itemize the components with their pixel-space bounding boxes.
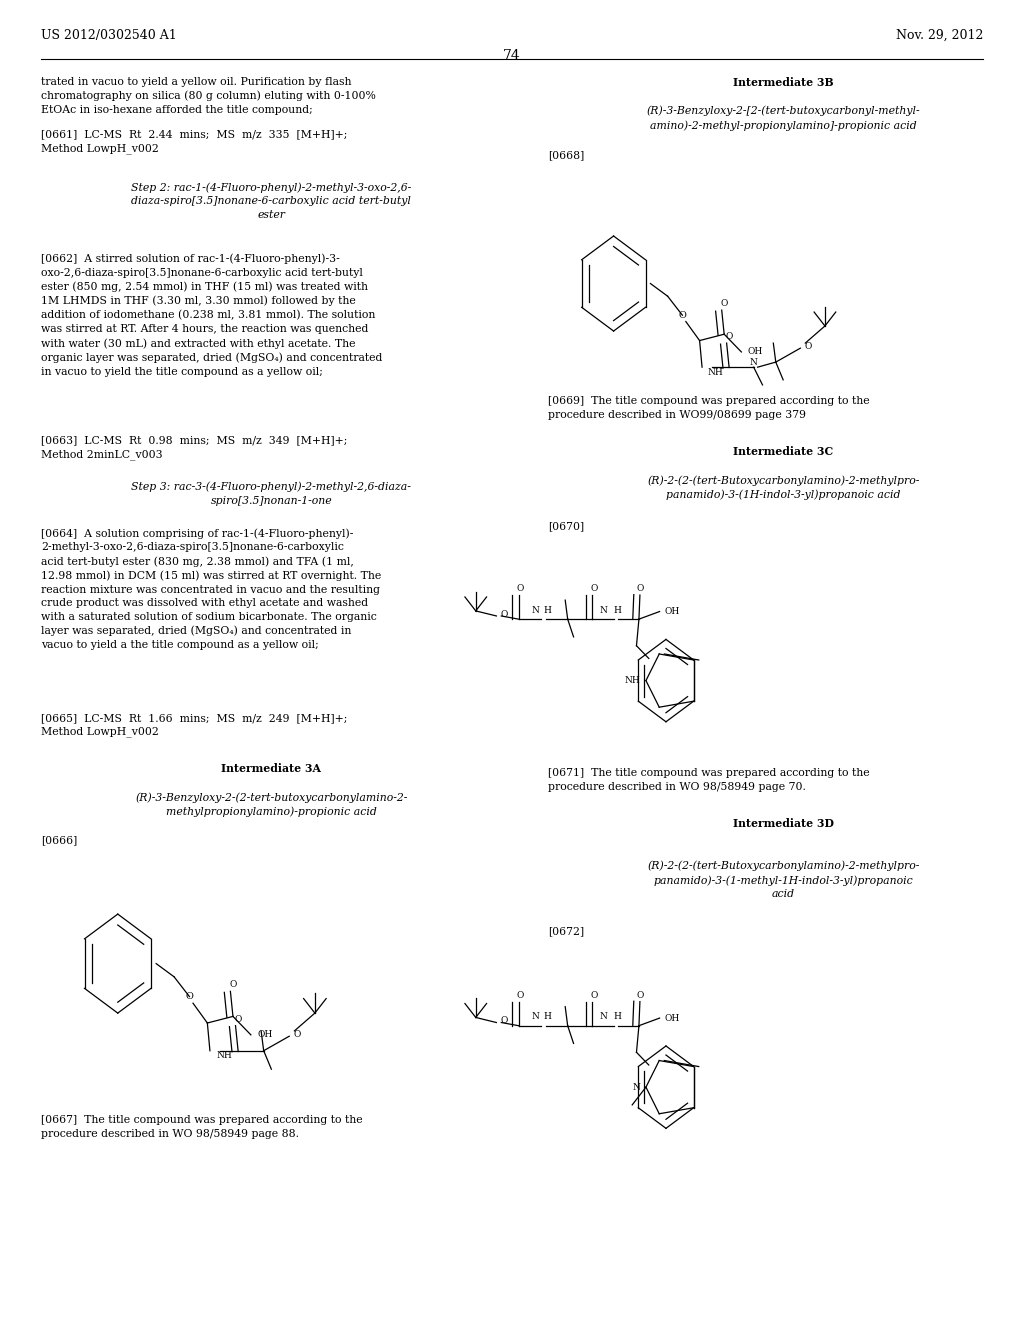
Text: [0661]  LC-MS  Rt  2.44  mins;  MS  m/z  335  [M+H]+;
Method LowpH_v002: [0661] LC-MS Rt 2.44 mins; MS m/z 335 [M… — [41, 129, 347, 153]
Text: [0667]  The title compound was prepared according to the
procedure described in : [0667] The title compound was prepared a… — [41, 1115, 362, 1139]
Text: OH: OH — [257, 1031, 272, 1039]
Text: H: H — [543, 606, 551, 615]
Text: Step 2: rac-1-(4-Fluoro-phenyl)-2-methyl-3-oxo-2,6-
diaza-spiro[3.5]nonane-6-car: Step 2: rac-1-(4-Fluoro-phenyl)-2-methyl… — [131, 182, 412, 220]
Text: (R)-3-Benzyloxy-2-[2-(tert-butoxycarbonyl-methyl-
amino)-2-methyl-propionylamino: (R)-3-Benzyloxy-2-[2-(tert-butoxycarbony… — [646, 106, 921, 131]
Text: [0663]  LC-MS  Rt  0.98  mins;  MS  m/z  349  [M+H]+;
Method 2minLC_v003: [0663] LC-MS Rt 0.98 mins; MS m/z 349 [M… — [41, 436, 347, 459]
Text: [0670]: [0670] — [548, 521, 584, 532]
Text: O: O — [517, 585, 524, 593]
Text: [0662]  A stirred solution of rac-1-(4-Fluoro-phenyl)-3-
oxo-2,6-diaza-spiro[3.5: [0662] A stirred solution of rac-1-(4-Fl… — [41, 253, 382, 376]
Text: [0666]: [0666] — [41, 836, 77, 846]
Text: Nov. 29, 2012: Nov. 29, 2012 — [896, 29, 983, 42]
Text: (R)-2-(2-(tert-Butoxycarbonylamino)-2-methylpro-
panamido)-3-(1H-indol-3-yl)prop: (R)-2-(2-(tert-Butoxycarbonylamino)-2-me… — [647, 475, 920, 500]
Text: OH: OH — [665, 607, 680, 616]
Text: (R)-2-(2-(tert-Butoxycarbonylamino)-2-methylpro-
panamido)-3-(1-methyl-1H-indol-: (R)-2-(2-(tert-Butoxycarbonylamino)-2-me… — [647, 861, 920, 899]
Text: [0671]  The title compound was prepared according to the
procedure described in : [0671] The title compound was prepared a… — [548, 768, 869, 792]
Text: N: N — [531, 1012, 540, 1022]
Text: O: O — [517, 991, 524, 999]
Text: O: O — [501, 610, 508, 619]
Text: [0668]: [0668] — [548, 150, 584, 161]
Text: O: O — [229, 981, 237, 989]
Text: N: N — [632, 1082, 640, 1092]
Text: Intermediate 3B: Intermediate 3B — [733, 77, 834, 87]
Text: H: H — [543, 1012, 551, 1022]
Text: O: O — [636, 991, 644, 999]
Text: [0664]  A solution comprising of rac-1-(4-Fluoro-phenyl)-
2-methyl-3-oxo-2,6-dia: [0664] A solution comprising of rac-1-(4… — [41, 528, 381, 649]
Text: H: H — [613, 606, 622, 615]
Text: (R)-3-Benzyloxy-2-(2-tert-butoxycarbonylamino-2-
methylpropionylamino)-propionic: (R)-3-Benzyloxy-2-(2-tert-butoxycarbonyl… — [135, 792, 408, 817]
Text: NH: NH — [216, 1052, 231, 1060]
Text: Step 3: rac-3-(4-Fluoro-phenyl)-2-methyl-2,6-diaza-
spiro[3.5]nonan-1-one: Step 3: rac-3-(4-Fluoro-phenyl)-2-methyl… — [131, 482, 412, 506]
Text: US 2012/0302540 A1: US 2012/0302540 A1 — [41, 29, 177, 42]
Text: Intermediate 3C: Intermediate 3C — [733, 446, 834, 457]
Text: OH: OH — [748, 347, 763, 356]
Text: N: N — [600, 1012, 607, 1022]
Text: O: O — [636, 585, 644, 593]
Text: Intermediate 3A: Intermediate 3A — [221, 763, 322, 774]
Text: NH: NH — [708, 368, 724, 376]
Text: OH: OH — [665, 1014, 680, 1023]
Text: O: O — [294, 1031, 301, 1039]
Text: H: H — [613, 1012, 622, 1022]
Text: trated in vacuo to yield a yellow oil. Purification by flash
chromatography on s: trated in vacuo to yield a yellow oil. P… — [41, 77, 376, 115]
Text: [0665]  LC-MS  Rt  1.66  mins;  MS  m/z  249  [M+H]+;
Method LowpH_v002: [0665] LC-MS Rt 1.66 mins; MS m/z 249 [M… — [41, 713, 347, 737]
Text: N: N — [750, 358, 758, 367]
Text: O: O — [591, 991, 598, 999]
Text: NH: NH — [625, 676, 640, 685]
Text: O: O — [804, 342, 812, 351]
Text: O: O — [591, 585, 598, 593]
Text: O: O — [234, 1015, 242, 1023]
Text: [0669]  The title compound was prepared according to the
procedure described in : [0669] The title compound was prepared a… — [548, 396, 869, 420]
Text: Intermediate 3D: Intermediate 3D — [733, 818, 834, 829]
Text: N: N — [600, 606, 607, 615]
Text: O: O — [721, 300, 728, 309]
Text: O: O — [679, 310, 686, 319]
Text: [0672]: [0672] — [548, 927, 584, 937]
Text: O: O — [725, 333, 733, 342]
Text: 74: 74 — [503, 49, 521, 63]
Text: O: O — [501, 1016, 508, 1026]
Text: O: O — [185, 993, 194, 1001]
Text: N: N — [531, 606, 540, 615]
